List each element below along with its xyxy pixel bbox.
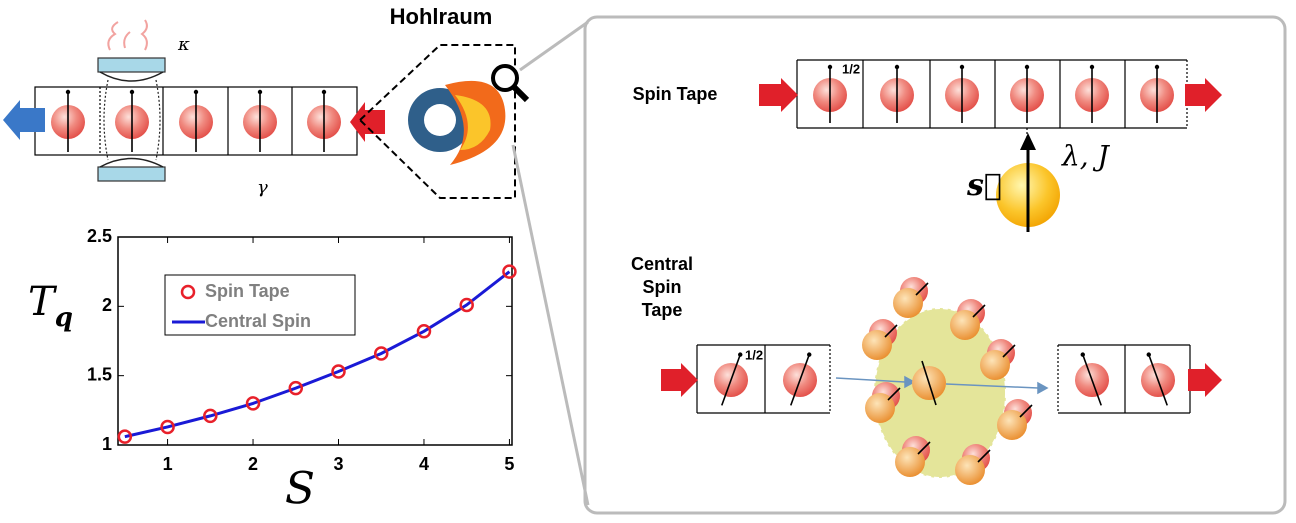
out-arrow [1188, 363, 1222, 397]
arrow-tip [1081, 352, 1085, 356]
x-tick-label: 5 [504, 454, 514, 474]
label-line: Central [631, 254, 693, 274]
gamma: γ [257, 177, 268, 198]
hohlraum-label: Hohlraum [390, 4, 493, 29]
central-spin-tape-label: Central Spin Tape [631, 254, 693, 320]
spin-vector: s⃗ [966, 168, 1002, 203]
x-tick-label: 1 [163, 454, 173, 474]
arrow-tip [1147, 352, 1151, 356]
arrow-tip [258, 90, 262, 94]
x-axis-label: S [285, 464, 315, 515]
arrow-tip [807, 352, 811, 356]
coupling: λ, J [1061, 140, 1111, 173]
y-tick-label: 2.5 [87, 226, 112, 246]
arrow-tip [1025, 65, 1029, 69]
emission [108, 20, 147, 50]
out-arrow [3, 100, 45, 140]
y-axis-label: Tq [28, 279, 73, 333]
x-tick-label: 3 [333, 454, 343, 474]
chart: 1 1.5 2 2.5 1 2 3 4 5 S Tq Spin Tape Central Spin [28, 226, 515, 515]
label-line: Spin [643, 277, 682, 297]
in-arrow [661, 363, 698, 397]
marker [503, 266, 515, 278]
in-arrow [759, 78, 798, 112]
plot-frame [118, 237, 512, 445]
arrow-tip [960, 65, 964, 69]
out-arrow [1185, 78, 1222, 112]
hohlraum-icon [408, 81, 505, 165]
x-tick-label: 4 [419, 454, 429, 474]
label-line: Tape [642, 300, 683, 320]
y-tick-label: 1.5 [87, 364, 112, 384]
figure: κ γ Hohlraum Spin Tape 1/2 s⃗ λ, J Centr… [0, 0, 1296, 523]
arrow-tip [828, 65, 832, 69]
arrow-tip [895, 65, 899, 69]
in-arrow [350, 102, 385, 142]
legend-label: Spin Tape [205, 281, 290, 301]
spin-tape-label: Spin Tape [633, 84, 718, 104]
arrow-tip [322, 90, 326, 94]
arrow-tip [738, 352, 742, 356]
arrow-tip [66, 90, 70, 94]
kappa: κ [177, 34, 190, 55]
half-label: 1/2 [842, 61, 860, 76]
arrow-tip [1090, 65, 1094, 69]
half-label: 1/2 [745, 347, 763, 362]
y-label-sub: q [55, 303, 73, 333]
arrow-tip [1155, 65, 1159, 69]
legend-label: Central Spin [205, 311, 311, 331]
x-tick-label: 2 [248, 454, 258, 474]
arrow-tip [194, 90, 198, 94]
y-tick-label: 2 [102, 295, 112, 315]
arrow-head [1020, 133, 1036, 150]
y-tick-label: 1 [102, 434, 112, 454]
arrow-tip [130, 90, 134, 94]
y-label-base: T [28, 279, 58, 325]
